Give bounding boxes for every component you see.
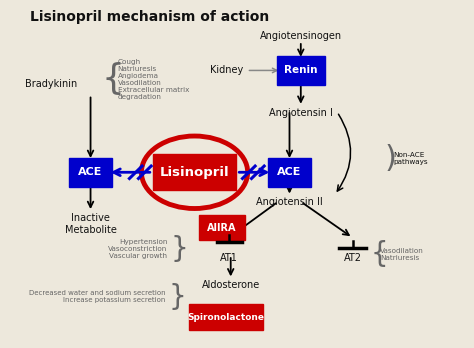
- FancyBboxPatch shape: [277, 56, 325, 85]
- Text: Decreased water and sodium secretion
Increase potassium secretion: Decreased water and sodium secretion Inc…: [28, 290, 165, 303]
- Text: Vasodilation
Natriuresis: Vasodilation Natriuresis: [380, 247, 424, 261]
- FancyBboxPatch shape: [153, 154, 237, 190]
- Text: {: {: [371, 240, 389, 268]
- Text: Non-ACE
pathways: Non-ACE pathways: [393, 152, 428, 165]
- Text: AIIRA: AIIRA: [207, 222, 237, 232]
- Text: Hypertension
Vasoconstriction
Vascular growth: Hypertension Vasoconstriction Vascular g…: [108, 239, 167, 259]
- Text: {: {: [101, 62, 125, 96]
- Text: Renin: Renin: [284, 65, 318, 76]
- Text: Kidney: Kidney: [210, 65, 243, 76]
- Text: ACE: ACE: [78, 167, 103, 177]
- Text: Angiotensinogen: Angiotensinogen: [260, 31, 342, 41]
- FancyBboxPatch shape: [69, 158, 112, 187]
- Text: AT2: AT2: [344, 253, 362, 262]
- Text: Lisinopril: Lisinopril: [160, 166, 229, 179]
- Text: Aldosterone: Aldosterone: [201, 280, 260, 290]
- FancyBboxPatch shape: [189, 304, 264, 330]
- Text: Lisinopril mechanism of action: Lisinopril mechanism of action: [29, 10, 269, 24]
- FancyBboxPatch shape: [268, 158, 311, 187]
- Text: ACE: ACE: [277, 167, 301, 177]
- Text: Spironolactone: Spironolactone: [188, 313, 264, 322]
- Text: AT1: AT1: [220, 253, 238, 262]
- Text: Angiotensin I: Angiotensin I: [269, 108, 333, 118]
- Text: Inactive
Metabolite: Inactive Metabolite: [64, 213, 117, 235]
- Text: Bradykinin: Bradykinin: [25, 79, 77, 89]
- FancyArrowPatch shape: [337, 114, 351, 191]
- Text: ): ): [384, 144, 396, 173]
- FancyBboxPatch shape: [199, 215, 245, 240]
- Text: }: }: [169, 283, 186, 310]
- Text: Angiotensin II: Angiotensin II: [256, 197, 323, 207]
- Text: }: }: [171, 235, 188, 263]
- Text: Cough
Natriuresis
Angiodema
Vasodilation
Extracellular matrix
degradation: Cough Natriuresis Angiodema Vasodilation…: [118, 58, 189, 100]
